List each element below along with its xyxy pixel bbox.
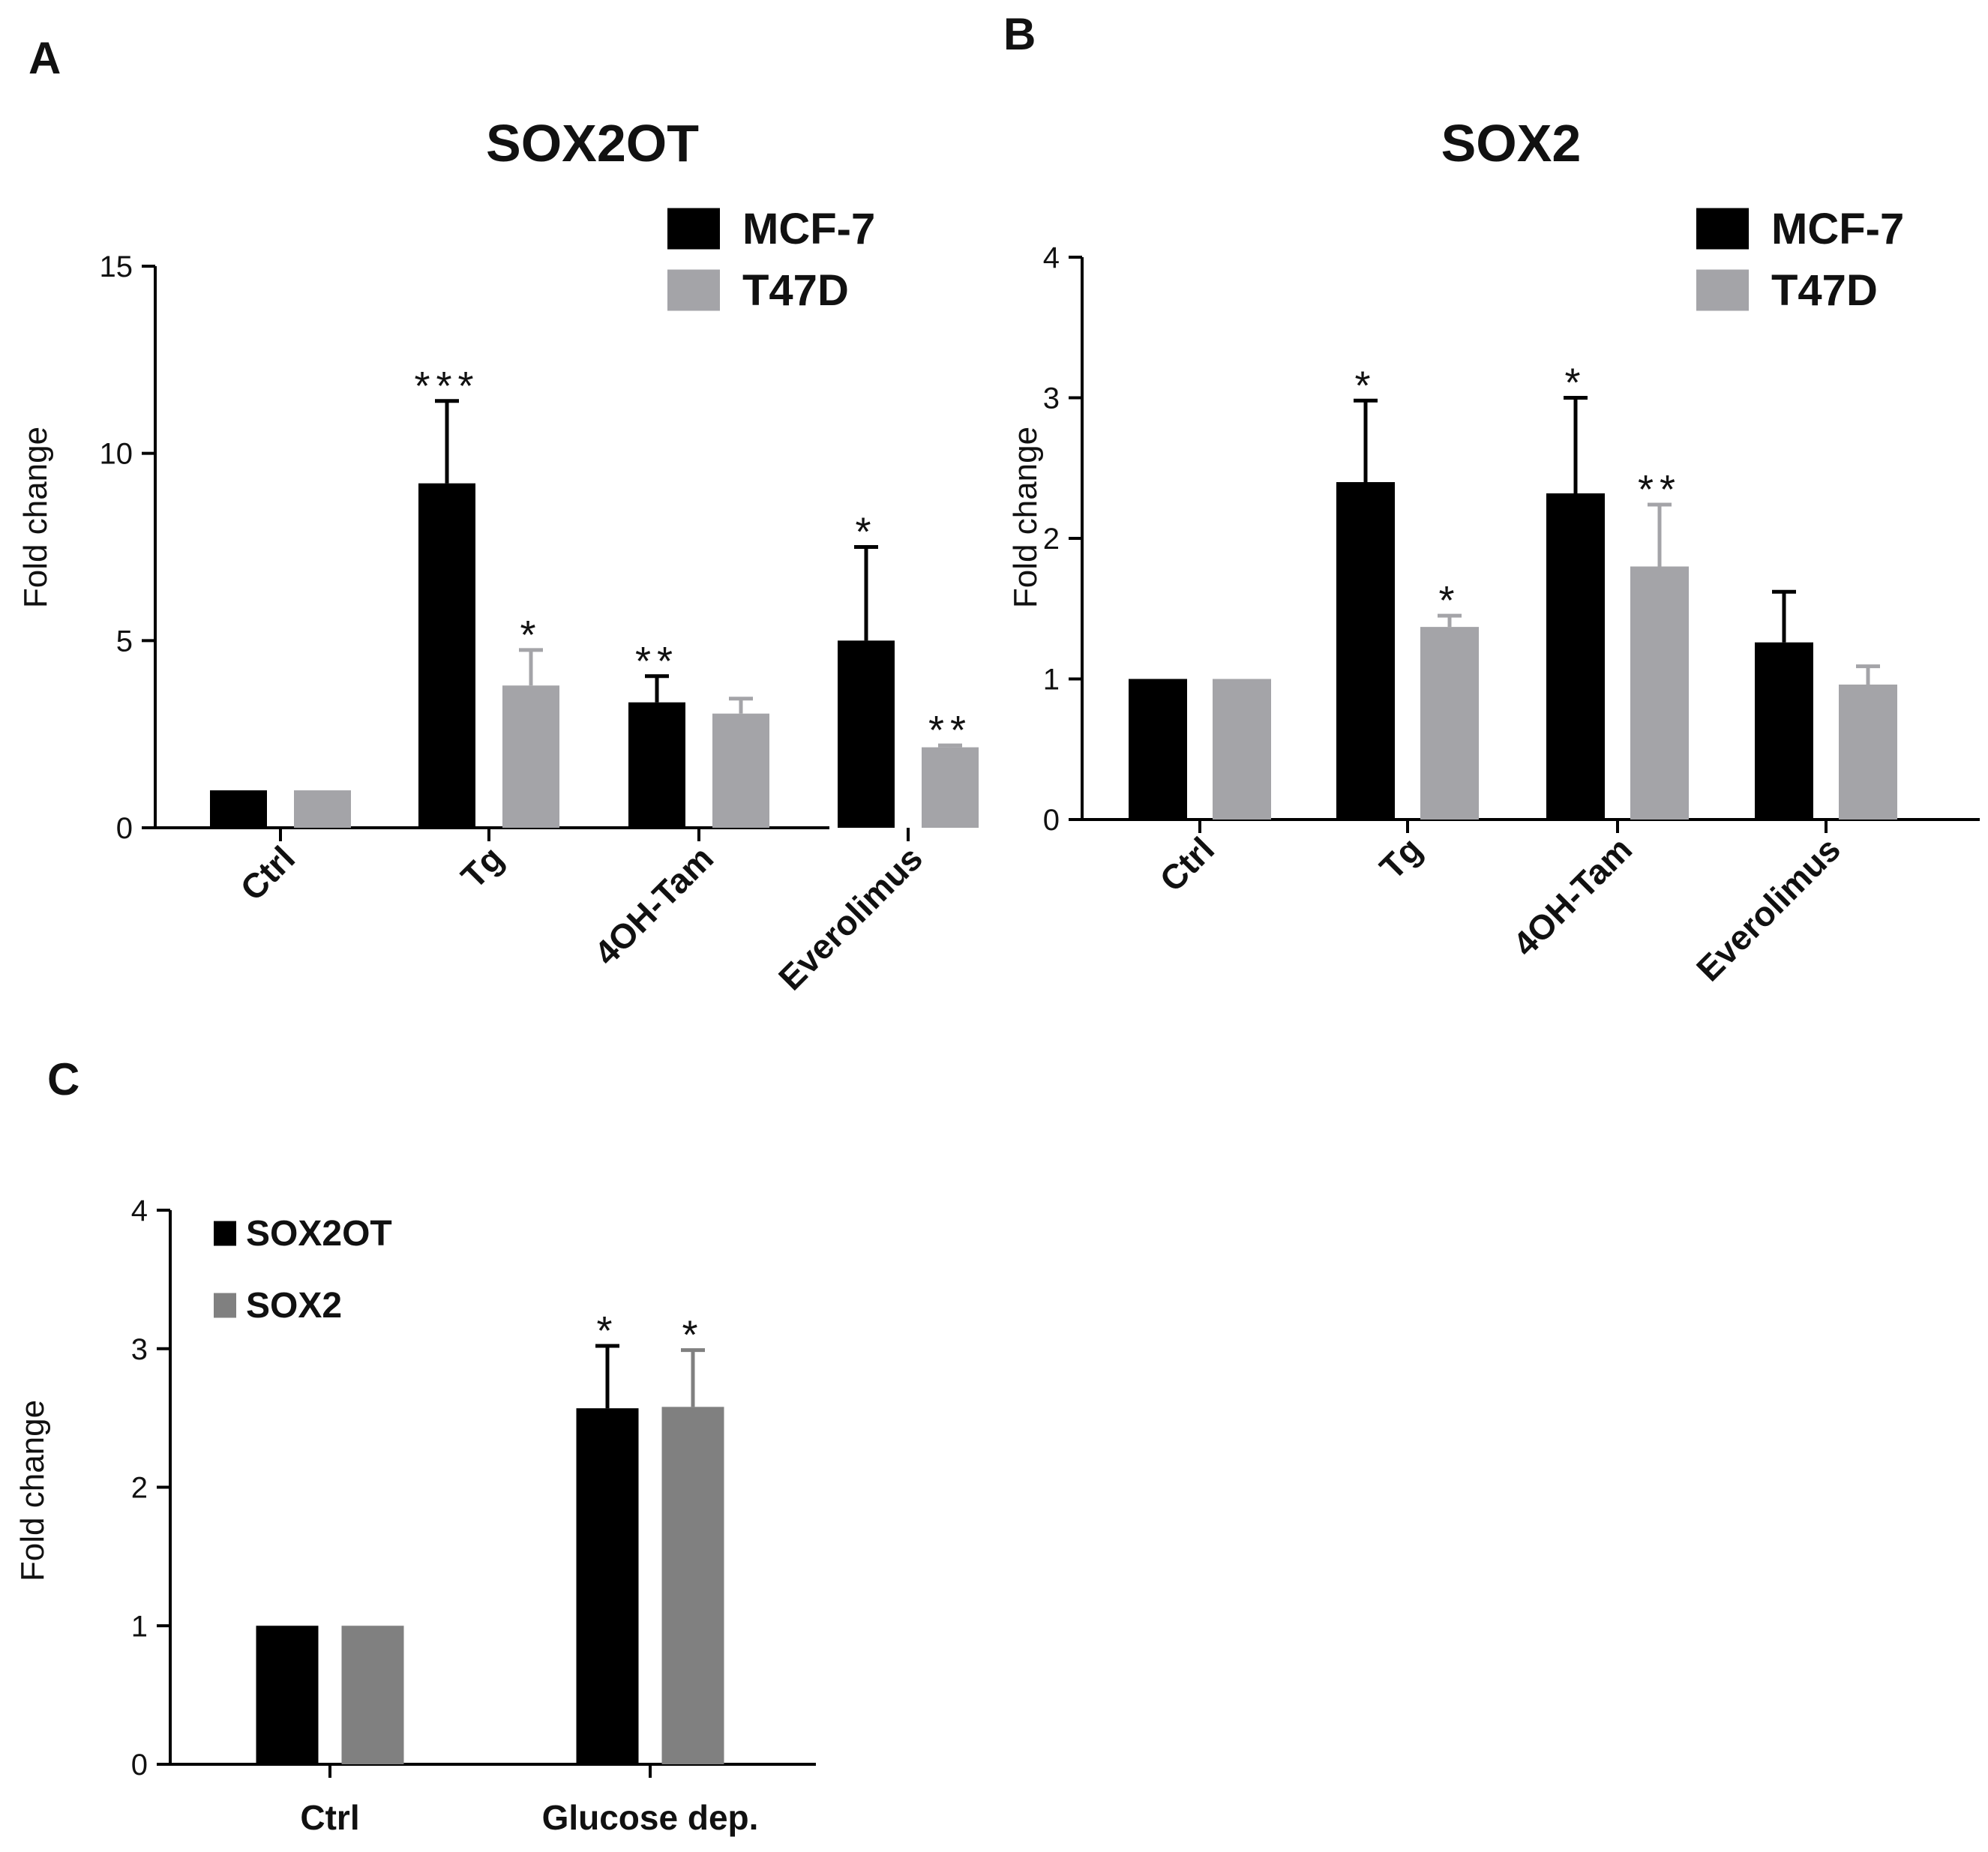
bar bbox=[1630, 566, 1689, 820]
significance-mark: * bbox=[1438, 578, 1460, 623]
bar bbox=[661, 1407, 724, 1764]
bar bbox=[576, 1408, 639, 1764]
category-label: Tg bbox=[454, 838, 511, 896]
category-label: Tg bbox=[1372, 829, 1430, 887]
bar bbox=[1129, 679, 1187, 820]
bar bbox=[1755, 642, 1813, 820]
legend-label: SOX2 bbox=[246, 1286, 342, 1326]
y-tick-label: 0 bbox=[1043, 804, 1060, 837]
bar bbox=[256, 1626, 319, 1764]
bar bbox=[922, 747, 979, 828]
legend-label: T47D bbox=[1771, 266, 1878, 315]
bar bbox=[1336, 482, 1395, 820]
category-label: 4OH-Tam bbox=[586, 838, 721, 972]
legend-label: SOX2OT bbox=[246, 1214, 392, 1254]
chart-title: SOX2OT bbox=[486, 114, 699, 172]
y-tick-label: 15 bbox=[100, 250, 133, 283]
chart-sox2: SOX2 0 1 2 3 4 Fold change Ctrl Tg 4OH-Tam Everoli… bbox=[1007, 114, 1980, 988]
significance-mark: * bbox=[1564, 361, 1586, 406]
y-tick-label: 4 bbox=[131, 1194, 148, 1227]
y-axis-label: Fold change bbox=[14, 1400, 51, 1581]
panel-letter-a: A bbox=[28, 33, 61, 83]
bar bbox=[418, 483, 475, 828]
y-tick-label: 2 bbox=[1043, 523, 1060, 556]
legend-swatch bbox=[667, 208, 720, 250]
y-tick-label: 1 bbox=[1043, 664, 1060, 697]
legend-swatch bbox=[214, 1293, 236, 1318]
significance-mark: * bbox=[596, 1308, 618, 1353]
significance-mark: ** bbox=[1638, 467, 1681, 512]
y-tick-label: 3 bbox=[1043, 382, 1060, 415]
legend-label: T47D bbox=[742, 266, 849, 315]
y-tick-label: 0 bbox=[116, 812, 133, 845]
y-tick-label: 0 bbox=[131, 1749, 148, 1782]
y-tick-label: 2 bbox=[131, 1472, 148, 1505]
bar bbox=[1213, 679, 1271, 820]
significance-mark: * bbox=[682, 1313, 703, 1358]
bar bbox=[838, 640, 895, 828]
significance-mark: * bbox=[520, 613, 541, 658]
panel-letter-b: B bbox=[1003, 9, 1036, 59]
y-axis-label: Fold change bbox=[17, 427, 54, 608]
category-label: Ctrl bbox=[232, 838, 302, 908]
category-label: 4OH-Tam bbox=[1505, 829, 1639, 963]
chart-sox2ot: SOX2OT 0 5 10 15 Fold change Ctrl Tg 4OH-Tam Ever… bbox=[17, 114, 979, 997]
category-label: Everolimus bbox=[771, 838, 930, 997]
panel-letter-c: C bbox=[47, 1054, 79, 1104]
legend-label: MCF-7 bbox=[742, 205, 875, 253]
bar bbox=[210, 790, 267, 828]
bar bbox=[341, 1626, 404, 1764]
legend-swatch bbox=[1696, 269, 1749, 311]
significance-mark: ** bbox=[635, 639, 679, 684]
y-tick-label: 1 bbox=[131, 1610, 148, 1643]
legend-swatch bbox=[214, 1221, 236, 1246]
category-label: Glucose dep. bbox=[542, 1798, 759, 1837]
bar bbox=[1839, 685, 1897, 820]
chart-title: SOX2 bbox=[1441, 114, 1582, 172]
legend-swatch bbox=[1696, 208, 1749, 250]
y-tick-label: 10 bbox=[100, 438, 133, 471]
bar bbox=[502, 685, 559, 828]
bar bbox=[294, 790, 351, 828]
significance-mark: * bbox=[855, 510, 877, 555]
y-tick-label: 3 bbox=[131, 1333, 148, 1366]
bar bbox=[712, 713, 769, 828]
significance-mark: *** bbox=[414, 364, 479, 409]
y-tick-label: 4 bbox=[1043, 241, 1060, 274]
y-tick-label: 5 bbox=[116, 625, 133, 658]
legend-label: MCF-7 bbox=[1771, 205, 1904, 253]
bar bbox=[628, 702, 685, 828]
legend-swatch bbox=[667, 269, 720, 311]
category-label: Ctrl bbox=[300, 1798, 359, 1837]
category-label: Ctrl bbox=[1152, 829, 1222, 899]
significance-mark: ** bbox=[928, 708, 972, 753]
bar bbox=[1420, 627, 1479, 820]
y-axis-label: Fold change bbox=[1007, 427, 1044, 608]
significance-mark: * bbox=[1354, 363, 1376, 408]
chart-glucose-deprivation: 0 1 2 3 4 Fold change Ctrl Glucose dep. * * SOX2OT… bbox=[14, 1194, 816, 1837]
bar bbox=[1546, 493, 1605, 820]
category-label: Everolimus bbox=[1689, 829, 1848, 988]
